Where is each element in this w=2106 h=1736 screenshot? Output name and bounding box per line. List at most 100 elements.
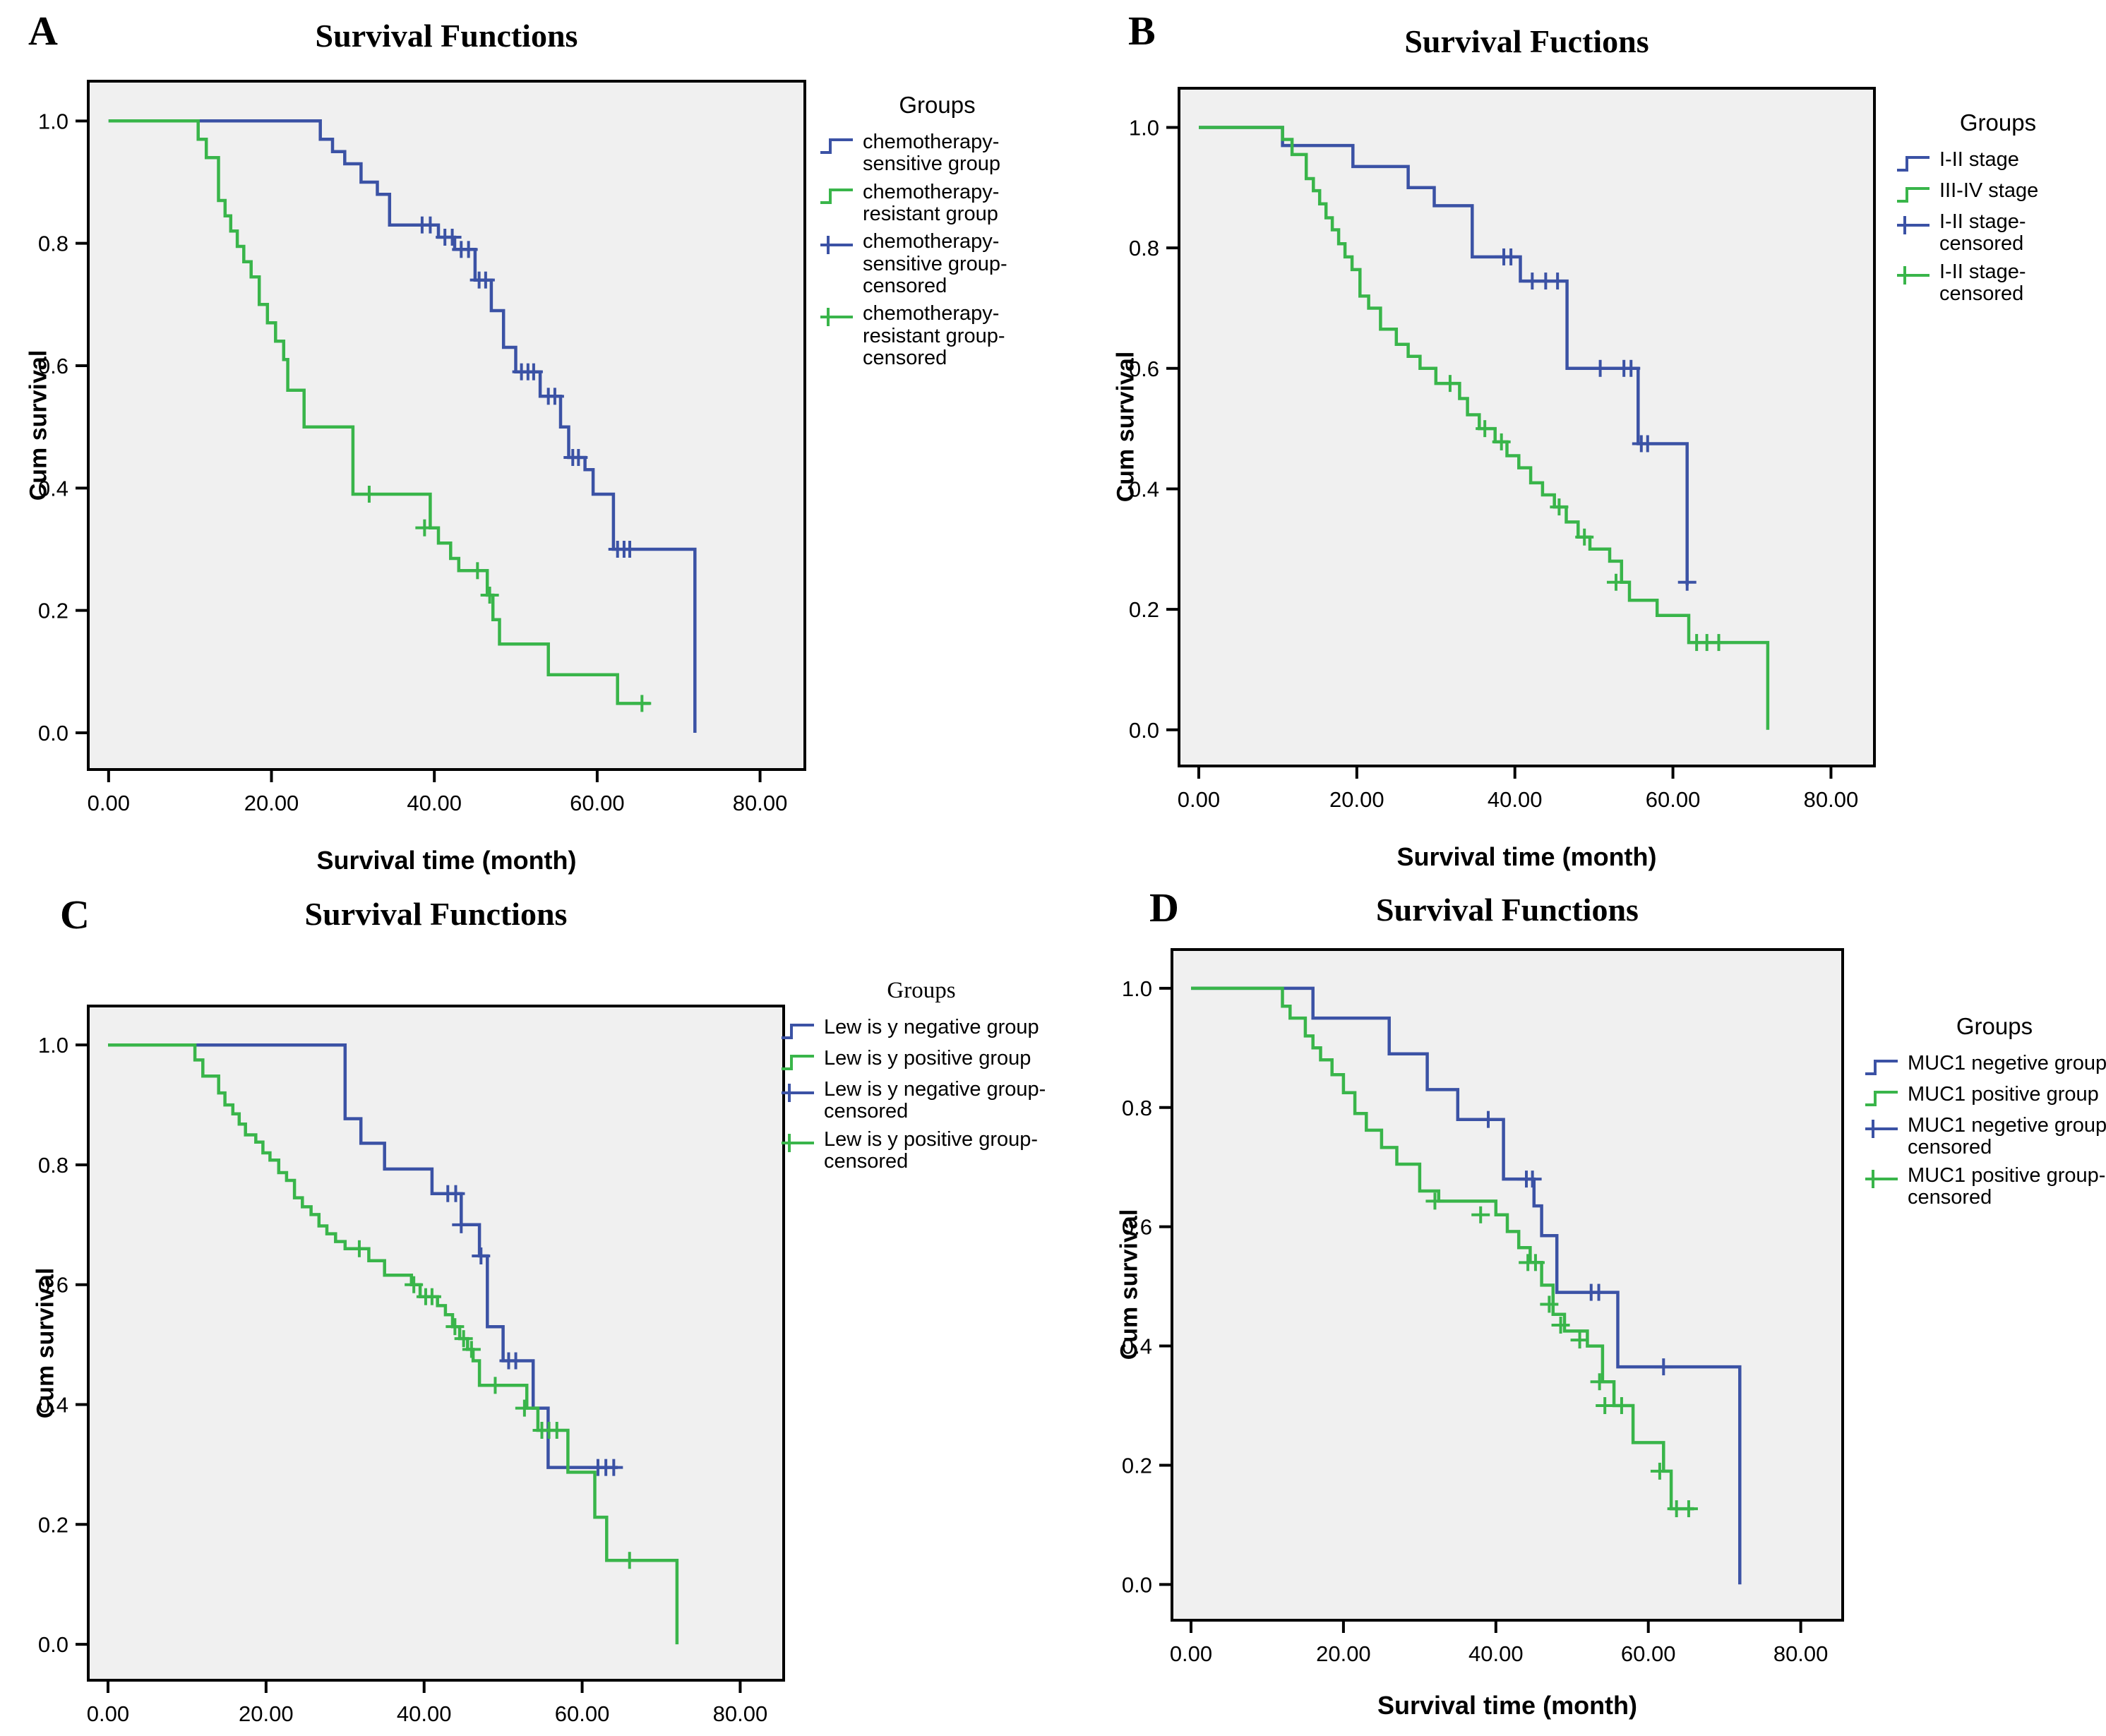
svg-text:0.00: 0.00 [88, 791, 130, 815]
svg-text:0.00: 0.00 [1178, 787, 1220, 812]
svg-text:0.0: 0.0 [38, 721, 68, 746]
step-line-glyph [1897, 187, 1929, 203]
legend-item: chemotherapy-resistant group-censored [819, 303, 1055, 369]
legend-item-label: chemotherapy-sensitive group [863, 131, 1001, 176]
legend-title-b: Groups [1959, 109, 2037, 136]
legend-items-c: Lew is y negative group Lew is y positive… [780, 1016, 1063, 1173]
svg-text:0.8: 0.8 [1129, 236, 1159, 261]
svg-text:0.8: 0.8 [1122, 1096, 1152, 1120]
step-line-glyph [1897, 156, 1929, 172]
legend-item: chemotherapy-sensitive group [819, 131, 1055, 176]
svg-text:60.00: 60.00 [1621, 1641, 1676, 1666]
legend-items-a: chemotherapy-sensitive group chemotherapy… [819, 131, 1055, 369]
svg-text:0.2: 0.2 [1122, 1453, 1152, 1478]
censor-plus-glyph [782, 1084, 814, 1102]
step-line-glyph [820, 138, 853, 154]
legend-item-label: Lew is y negative group [824, 1016, 1039, 1038]
legend-title-a: Groups [899, 92, 976, 118]
legend-item-label: MUC1 positive group [1908, 1083, 2099, 1106]
svg-text:1.0: 1.0 [1129, 115, 1159, 140]
chart-title-a: Survival Functions [315, 18, 578, 54]
svg-text:0.6: 0.6 [1129, 357, 1159, 381]
km-plot-a: 0.00 20.00 40.00 60.00 80.00 0.0 0.2 0.4 0.6 0.8 1… [38, 80, 806, 815]
censor-plus-glyph [820, 236, 853, 255]
km-plot-b: 0.00 20.00 40.00 60.00 80.00 0.0 0.2 0.4 0.6 0.8 1… [1129, 87, 1876, 812]
svg-text:20.00: 20.00 [239, 1701, 294, 1726]
svg-text:60.00: 60.00 [570, 791, 625, 815]
svg-text:0.4: 0.4 [1122, 1334, 1152, 1359]
censor-plus-glyph [1897, 216, 1929, 234]
step-line-glyph [820, 188, 853, 204]
x-axis-label-d: Survival time (month) [1377, 1691, 1638, 1720]
svg-text:40.00: 40.00 [397, 1701, 452, 1726]
legend-item-label: chemotherapy-resistant group-censored [863, 302, 1005, 369]
svg-text:0.8: 0.8 [38, 1153, 68, 1178]
legend-title-d: Groups [1956, 1013, 2033, 1039]
legend-items-d: MUC1 negetive group MUC1 positive group MU… [1864, 1052, 2106, 1209]
legend-item: Lew is y negative group-censored [780, 1078, 1063, 1123]
svg-text:0.6: 0.6 [38, 354, 68, 378]
panel-b: B Survival Fuctions Cum survival 0.00 20.… [1101, 7, 2106, 872]
km-plot-c: 0.00 20.00 40.00 60.00 80.00 0.0 0.2 0.4 0.6 0.8 1… [38, 1005, 785, 1726]
svg-text:0.6: 0.6 [1122, 1215, 1152, 1240]
svg-text:80.00: 80.00 [733, 791, 788, 815]
svg-text:80.00: 80.00 [713, 1701, 768, 1726]
step-line-glyph [1865, 1091, 1898, 1106]
svg-text:60.00: 60.00 [555, 1701, 610, 1726]
legend-item: MUC1 negetive group [1864, 1052, 2106, 1078]
legend-item: Lew is y positive group [780, 1047, 1063, 1073]
legend-items-b: I-II stage III-IV stage I-II stage-censore… [1896, 148, 2100, 306]
x-axis-label-b: Survival time (month) [1396, 842, 1657, 871]
step-line-glyph [782, 1055, 814, 1070]
svg-text:0.2: 0.2 [38, 599, 68, 623]
legend-item-label: I-II stage-censored [1939, 260, 2026, 305]
svg-text:0.0: 0.0 [1122, 1572, 1152, 1597]
svg-text:1.0: 1.0 [38, 109, 68, 133]
panel-label-b: B [1128, 8, 1156, 54]
panel-label-d: D [1149, 885, 1179, 930]
legend-item: I-II stage [1896, 148, 2100, 174]
svg-text:0.8: 0.8 [38, 232, 68, 256]
svg-text:40.00: 40.00 [407, 791, 462, 815]
svg-text:0.4: 0.4 [38, 476, 68, 501]
legend-item: Lew is y positive group-censored [780, 1127, 1063, 1173]
svg-text:20.00: 20.00 [244, 791, 299, 815]
censor-plus-glyph [782, 1133, 814, 1152]
km-plot-d: 0.00 20.00 40.00 60.00 80.00 0.0 0.2 0.4 0.6 0.8 1… [1122, 948, 1844, 1666]
legend-d: Groups MUC1 negetive group MUC1 positive … [1864, 1013, 2106, 1214]
svg-text:0.4: 0.4 [1129, 477, 1159, 501]
panel-label-a: A [28, 8, 58, 54]
legend-item-label: Lew is y positive group [824, 1047, 1031, 1070]
chart-title-d: Survival Functions [1376, 892, 1639, 928]
legend-item: III-IV stage [1896, 179, 2100, 205]
legend-item-label: MUC1 negetive group [1908, 1052, 2106, 1074]
legend-item-label: I-II stage [1939, 148, 2019, 171]
svg-text:40.00: 40.00 [1488, 787, 1543, 812]
legend-item-label: Lew is y positive group-censored [824, 1127, 1039, 1173]
panel-d: D Survival Functions Cum survival 0.00 20… [1101, 875, 2106, 1736]
svg-text:1.0: 1.0 [38, 1033, 68, 1058]
panel-c: C Survival Functions Cum survival 0.00 20… [21, 875, 1094, 1736]
legend-item: I-II stage-censored [1896, 210, 2100, 256]
svg-text:60.00: 60.00 [1646, 787, 1701, 812]
legend-item: I-II stage-censored [1896, 261, 2100, 306]
legend-c: Groups Lew is y negative group Lew is y p… [780, 978, 1063, 1178]
legend-item: MUC1 negetive group-censored [1864, 1114, 2106, 1159]
svg-text:0.0: 0.0 [1129, 718, 1159, 743]
svg-text:0.2: 0.2 [38, 1512, 68, 1537]
legend-b: Groups I-II stage III-IV stage I-II stage-… [1896, 109, 2100, 311]
legend-item-label: MUC1 positive group-censored [1908, 1163, 2106, 1209]
legend-item-label: I-II stage-censored [1939, 210, 2026, 256]
legend-item-label: Lew is y negative group-censored [824, 1078, 1046, 1123]
svg-text:0.6: 0.6 [38, 1273, 68, 1298]
legend-a: Groups chemotherapy-sensitive group chemo… [819, 92, 1055, 375]
panel-a: A Survival Functions Cum survival 0.00 20… [21, 7, 1094, 875]
svg-text:0.00: 0.00 [87, 1701, 129, 1726]
legend-item: chemotherapy-resistant group [819, 181, 1055, 226]
svg-text:1.0: 1.0 [1122, 976, 1152, 1001]
legend-item: chemotherapy-sensitive group-censored [819, 231, 1055, 297]
censor-plus-glyph [1865, 1169, 1898, 1188]
chart-title-c: Survival Functions [304, 896, 568, 932]
svg-text:0.4: 0.4 [38, 1393, 68, 1418]
